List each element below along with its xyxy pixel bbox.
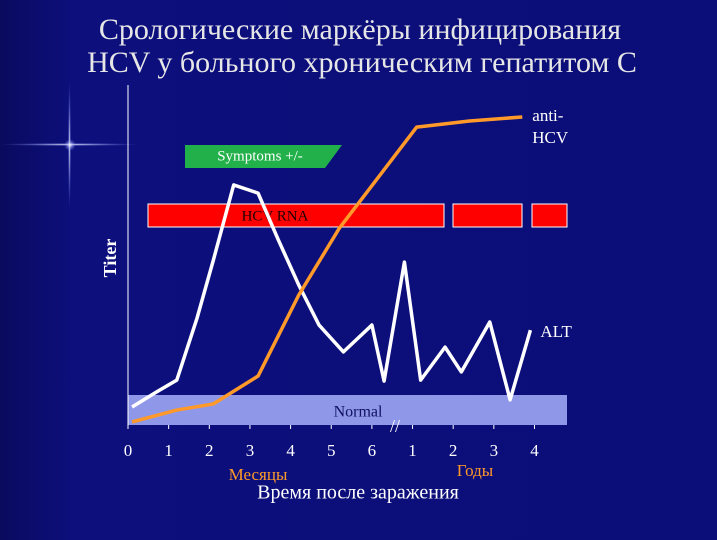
y-axis-label: Titer [100,239,120,278]
x-tick-label: 6 [368,441,377,460]
symptoms-banner [185,145,342,168]
axis-break: // [390,416,400,436]
x-tick-label: 3 [490,441,499,460]
title-line: Срологические маркёры инфицирования [99,13,621,46]
x-tick-label: 1 [408,441,417,460]
x-tick-label: 4 [286,441,295,460]
star-flare [0,80,140,210]
unit-label: Годы [457,461,494,480]
series-label: ALT [540,322,572,341]
series-label: anti-HCV [532,106,569,147]
title-line: HCV у больного хроническим гепатитом С [87,46,637,79]
series-line [131,115,523,424]
x-tick-label: 3 [246,441,255,460]
x-tick-label: 2 [205,441,214,460]
x-tick-label: 2 [449,441,458,460]
normal-label: Normal [334,404,383,421]
x-tick-label: 1 [164,441,173,460]
x-tick-label: 4 [530,441,539,460]
rna-bars [147,203,568,228]
series-line [131,183,533,409]
unit-label: Месяцы [229,465,288,484]
rna-label: HCV RNA [242,208,309,224]
x-tick-label: 0 [124,441,133,460]
x-axis-label: Время после заражения [257,482,459,504]
normal-band [128,395,567,425]
x-tick-label: 5 [327,441,336,460]
symptoms-label: Symptoms +/- [217,148,303,164]
